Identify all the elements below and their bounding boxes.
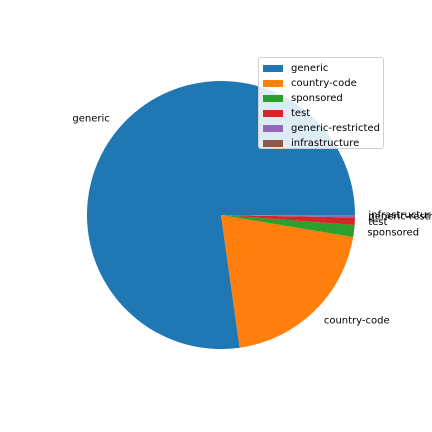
legend-swatch: [263, 65, 283, 72]
pie-slice-sponsored: [221, 215, 355, 238]
slice-label-infrastructure: infrastructur: [368, 210, 431, 221]
legend-item-country-code: country-code: [263, 76, 357, 91]
slice-label-country-code: country-code: [324, 316, 390, 327]
legend-label: test: [291, 108, 311, 119]
legend-label: generic: [291, 63, 329, 74]
legend-label: generic-restricted: [291, 123, 380, 134]
legend-item-sponsored: sponsored: [263, 91, 343, 106]
legend-swatch: [263, 80, 283, 87]
legend-swatch: [263, 110, 283, 117]
legend-label: sponsored: [291, 93, 343, 104]
legend-item-infrastructure: infrastructure: [263, 136, 359, 151]
legend: generic country-code sponsored test gene…: [258, 57, 384, 149]
legend-item-generic-restricted: generic-restricted: [263, 121, 380, 136]
legend-item-test: test: [263, 106, 310, 121]
legend-swatch: [263, 140, 283, 147]
legend-swatch: [263, 95, 283, 102]
pie-slice-generic-restricted: [221, 215, 355, 218]
legend-label: country-code: [291, 78, 357, 89]
legend-label: infrastructure: [291, 138, 360, 149]
legend-item-generic: generic: [263, 61, 328, 76]
pie-slice-test: [221, 215, 355, 226]
legend-swatch: [263, 125, 283, 132]
slice-label-test: test: [368, 217, 387, 228]
slice-label-sponsored: sponsored: [367, 228, 419, 239]
slice-label-generic: generic: [72, 113, 109, 124]
slice-label-generic-restricted: generic-restr: [368, 212, 432, 223]
pie-slice-country-code: [221, 215, 354, 348]
